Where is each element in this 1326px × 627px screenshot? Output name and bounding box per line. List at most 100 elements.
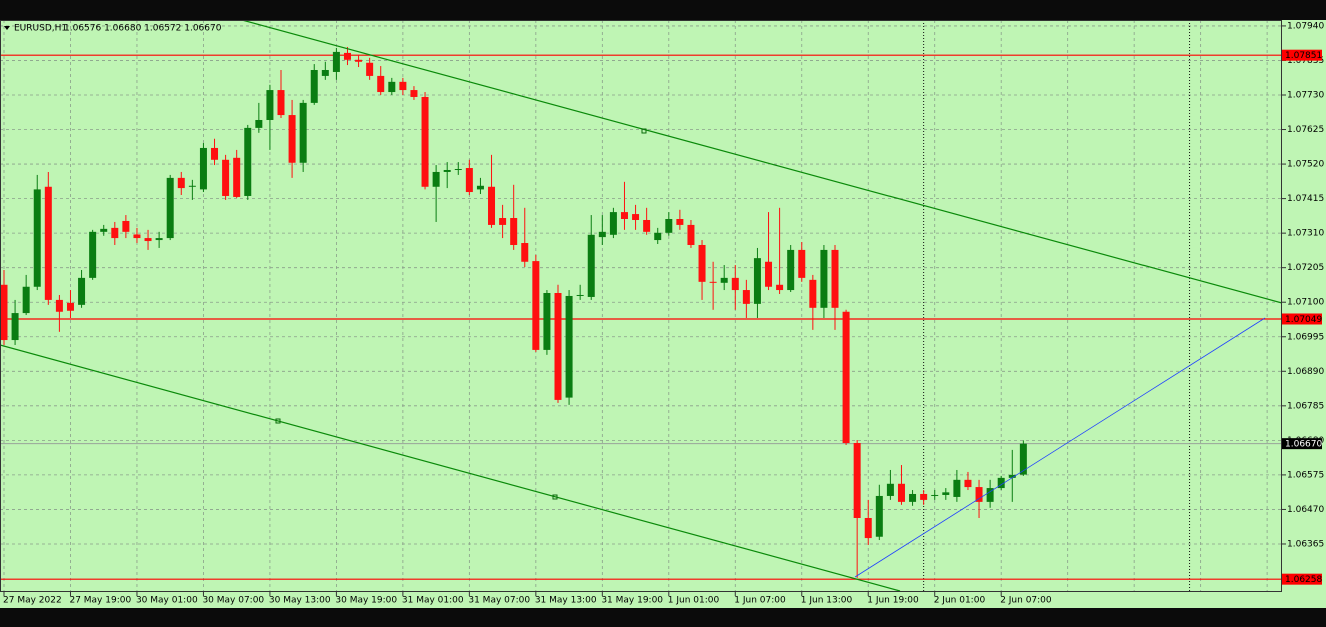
candle-body	[244, 127, 252, 196]
candle-body	[897, 483, 905, 502]
candle-body	[787, 249, 795, 291]
y-tick-label: 1.06575	[1287, 470, 1324, 480]
candle-body	[720, 277, 728, 283]
candle-body	[920, 493, 928, 500]
y-tick-label: 1.07205	[1287, 263, 1324, 273]
x-tick-label: 1 Jun 13:00	[801, 596, 853, 606]
candle-body	[100, 228, 108, 232]
x-tick-label: 31 May 13:00	[535, 596, 597, 606]
candle-body	[731, 277, 739, 291]
x-tick-label: 2 Jun 07:00	[1000, 596, 1052, 606]
candle-body	[222, 159, 230, 196]
y-axis: 1.07940 1.07835 1.07730 1.07625 1.07520 1.074…	[1282, 21, 1324, 585]
y-tick-label: 1.07310	[1287, 229, 1324, 239]
candle-body	[510, 218, 518, 245]
blue-trend-line	[854, 317, 1266, 578]
x-tick-label: 30 May 01:00	[136, 596, 198, 606]
x-tick-label: 2 Jun 01:00	[934, 596, 986, 606]
candle-body	[366, 62, 374, 76]
candle-body	[842, 311, 850, 443]
candle-body	[388, 81, 396, 93]
candle-body	[488, 186, 496, 225]
candle-body	[432, 171, 440, 187]
candle-body	[554, 293, 562, 400]
candle-body	[687, 224, 695, 245]
y-tick-label: 1.07835	[1287, 56, 1324, 66]
anchor	[641, 128, 647, 134]
candle-body	[521, 243, 529, 262]
candle-body	[332, 51, 340, 72]
x-tick-label: 30 May 19:00	[335, 596, 397, 606]
candle-body	[199, 147, 207, 190]
candle-body	[33, 189, 41, 287]
candle-body	[22, 286, 30, 314]
y-tick-label: 1.07520	[1287, 160, 1324, 170]
candle-body	[421, 96, 429, 187]
candle-body	[875, 495, 883, 537]
candle-body	[632, 214, 640, 220]
x-tick-label: 1 Jun 19:00	[867, 596, 919, 606]
y-tick-label: 1.07730	[1287, 90, 1324, 100]
candle-body	[277, 90, 285, 116]
candle-body	[188, 185, 196, 187]
candle-body	[266, 90, 274, 120]
level-tag	[1282, 573, 1322, 585]
x-tick-label: 30 May 13:00	[269, 596, 331, 606]
candle-body	[853, 442, 861, 518]
candle-body	[864, 517, 872, 539]
symbol: EURUSD,H1	[14, 24, 67, 34]
candle-body	[288, 115, 296, 163]
candle-body	[909, 493, 917, 502]
candle-body	[177, 177, 185, 189]
candle-body	[986, 488, 994, 502]
candle-body	[55, 299, 63, 312]
candle-body	[299, 102, 307, 163]
candle-body	[620, 212, 628, 219]
top-bar	[0, 0, 1326, 20]
y-tick-label: 1.06995	[1287, 332, 1324, 342]
level-label: 1.07851	[1285, 51, 1322, 61]
y-tick-label: 1.06785	[1287, 401, 1324, 411]
level-tag	[1282, 49, 1322, 61]
y-tick-label: 1.07625	[1287, 125, 1324, 135]
plot-border	[0, 20, 1282, 592]
candle-body	[1008, 474, 1016, 478]
candle-body	[543, 293, 551, 350]
x-tick-label: 31 May 01:00	[402, 596, 464, 606]
candle-body	[166, 177, 174, 239]
candles	[0, 46, 1027, 578]
level-label: 1.07049	[1285, 315, 1322, 325]
candle-body	[66, 302, 74, 311]
candle-body	[598, 231, 606, 238]
chart-background	[0, 20, 1326, 608]
anchor	[275, 418, 281, 424]
candle-body	[377, 75, 385, 93]
candle-body	[122, 220, 130, 232]
bid-tag	[1282, 438, 1322, 450]
candle-body	[964, 479, 972, 488]
candle-body	[997, 477, 1005, 489]
candle-body	[78, 277, 86, 305]
candle-body	[676, 218, 684, 225]
candle-body	[233, 157, 241, 197]
candle-body	[576, 294, 584, 296]
y-tick-label: 1.06890	[1287, 367, 1324, 377]
candle-body	[820, 249, 828, 308]
x-tick-label: 27 May 19:00	[69, 596, 131, 606]
candle-body	[886, 483, 894, 496]
trend-lines	[0, 20, 1282, 592]
candle-body	[809, 279, 817, 308]
candle-body	[609, 212, 617, 235]
x-tick-label: 31 May 07:00	[468, 596, 530, 606]
level-label: 1.06258	[1285, 575, 1322, 585]
candle-body	[410, 90, 418, 97]
y-tick-label: 1.06365	[1287, 539, 1324, 549]
candle-body	[742, 290, 750, 304]
candle-body	[698, 244, 706, 282]
candle-body	[443, 169, 451, 172]
menu-arrow[interactable]	[4, 26, 10, 30]
y-tick-label: 1.07100	[1287, 298, 1324, 308]
candle-body	[587, 234, 595, 297]
candle-body	[111, 227, 119, 239]
